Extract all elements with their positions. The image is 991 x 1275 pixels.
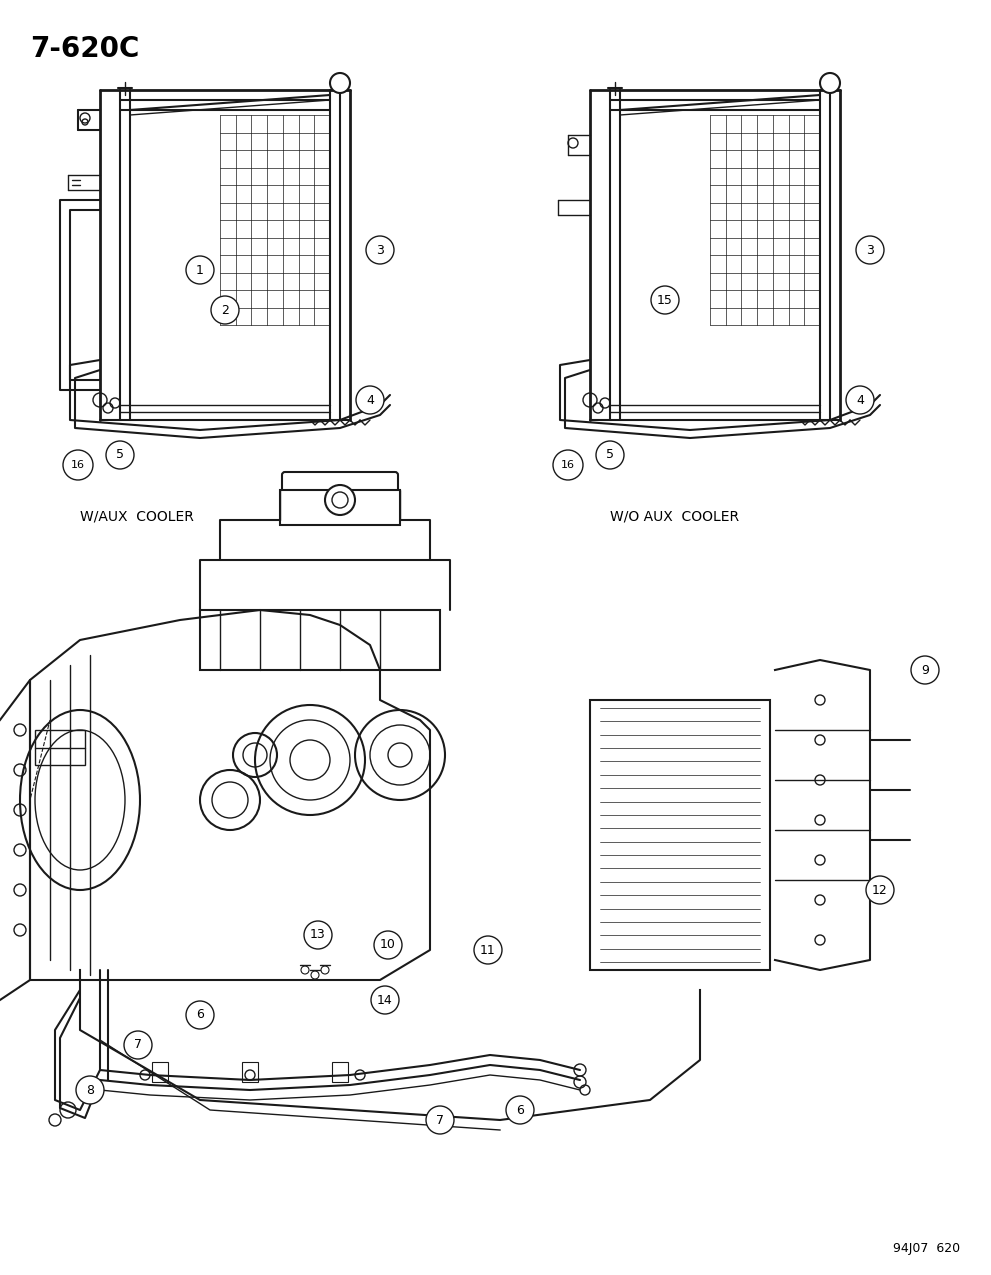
Circle shape bbox=[124, 1031, 152, 1060]
Text: 14: 14 bbox=[378, 993, 392, 1006]
Text: 8: 8 bbox=[86, 1084, 94, 1096]
Text: 3: 3 bbox=[376, 244, 384, 256]
Bar bbox=[35, 731, 85, 765]
Circle shape bbox=[371, 986, 399, 1014]
Circle shape bbox=[820, 73, 840, 93]
Text: 5: 5 bbox=[116, 449, 124, 462]
Circle shape bbox=[325, 484, 355, 515]
Text: 1: 1 bbox=[196, 264, 204, 277]
Bar bbox=[332, 1062, 348, 1082]
Bar bbox=[242, 1062, 258, 1082]
Text: 11: 11 bbox=[480, 944, 496, 956]
Text: 7: 7 bbox=[436, 1113, 444, 1127]
Circle shape bbox=[211, 296, 239, 324]
Circle shape bbox=[304, 921, 332, 949]
Circle shape bbox=[553, 450, 583, 479]
Text: 15: 15 bbox=[657, 293, 673, 306]
Circle shape bbox=[426, 1105, 454, 1133]
Text: 6: 6 bbox=[516, 1103, 524, 1117]
Text: 94J07  620: 94J07 620 bbox=[893, 1242, 960, 1255]
Text: W/AUX  COOLER: W/AUX COOLER bbox=[80, 510, 194, 524]
Text: 12: 12 bbox=[872, 884, 888, 896]
Circle shape bbox=[186, 1001, 214, 1029]
Circle shape bbox=[506, 1096, 534, 1125]
Text: 10: 10 bbox=[381, 938, 396, 951]
Text: 7: 7 bbox=[134, 1039, 142, 1052]
Circle shape bbox=[651, 286, 679, 314]
FancyBboxPatch shape bbox=[282, 472, 398, 496]
Text: 16: 16 bbox=[71, 460, 85, 470]
Text: 9: 9 bbox=[921, 663, 929, 677]
Circle shape bbox=[76, 1076, 104, 1104]
Text: 7-620C: 7-620C bbox=[30, 34, 140, 62]
Text: 4: 4 bbox=[856, 394, 864, 407]
Circle shape bbox=[911, 657, 939, 683]
Circle shape bbox=[186, 256, 214, 284]
Circle shape bbox=[846, 386, 874, 414]
Bar bbox=[590, 700, 770, 970]
Text: 5: 5 bbox=[606, 449, 614, 462]
Circle shape bbox=[374, 931, 402, 959]
Circle shape bbox=[63, 450, 93, 479]
Text: 4: 4 bbox=[366, 394, 374, 407]
Text: 3: 3 bbox=[866, 244, 874, 256]
Bar bbox=[280, 490, 400, 525]
Text: 2: 2 bbox=[221, 303, 229, 316]
Bar bbox=[200, 609, 440, 669]
Text: W/O AUX  COOLER: W/O AUX COOLER bbox=[610, 510, 739, 524]
Text: 6: 6 bbox=[196, 1009, 204, 1021]
Circle shape bbox=[856, 236, 884, 264]
Text: 13: 13 bbox=[310, 928, 326, 941]
Circle shape bbox=[596, 441, 624, 469]
Bar bbox=[152, 1062, 168, 1082]
Circle shape bbox=[366, 236, 394, 264]
Text: 16: 16 bbox=[561, 460, 575, 470]
Circle shape bbox=[106, 441, 134, 469]
Circle shape bbox=[866, 876, 894, 904]
Circle shape bbox=[474, 936, 502, 964]
Circle shape bbox=[356, 386, 384, 414]
Circle shape bbox=[330, 73, 350, 93]
